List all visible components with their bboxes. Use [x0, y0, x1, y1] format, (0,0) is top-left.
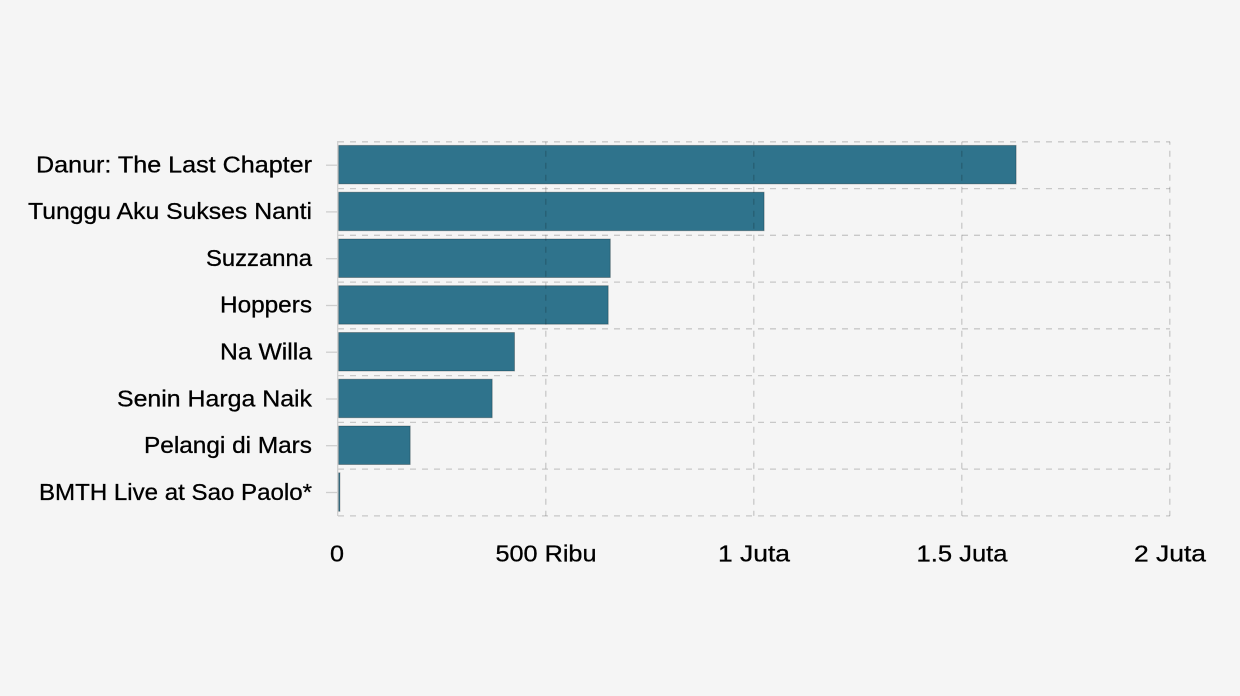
svg-text:2 Juta: 2 Juta: [1134, 541, 1206, 567]
svg-text:Na Willa: Na Willa: [220, 339, 312, 365]
svg-text:Senin Harga Naik: Senin Harga Naik: [117, 385, 313, 411]
svg-text:Pelangi di Mars: Pelangi di Mars: [144, 432, 312, 458]
svg-text:Suzzanna: Suzzanna: [206, 245, 312, 271]
svg-text:BMTH Live at Sao Paolo*: BMTH Live at Sao Paolo*: [39, 479, 312, 505]
svg-text:0: 0: [330, 541, 344, 567]
svg-text:1 Juta: 1 Juta: [718, 541, 790, 567]
svg-text:1.5 Juta: 1.5 Juta: [917, 541, 1008, 567]
svg-text:Danur: The Last Chapter: Danur: The Last Chapter: [36, 151, 312, 177]
svg-text:Tunggu Aku Sukses Nanti: Tunggu Aku Sukses Nanti: [28, 198, 312, 224]
svg-text:500 Ribu: 500 Ribu: [496, 541, 597, 567]
svg-text:Hoppers: Hoppers: [220, 292, 312, 318]
